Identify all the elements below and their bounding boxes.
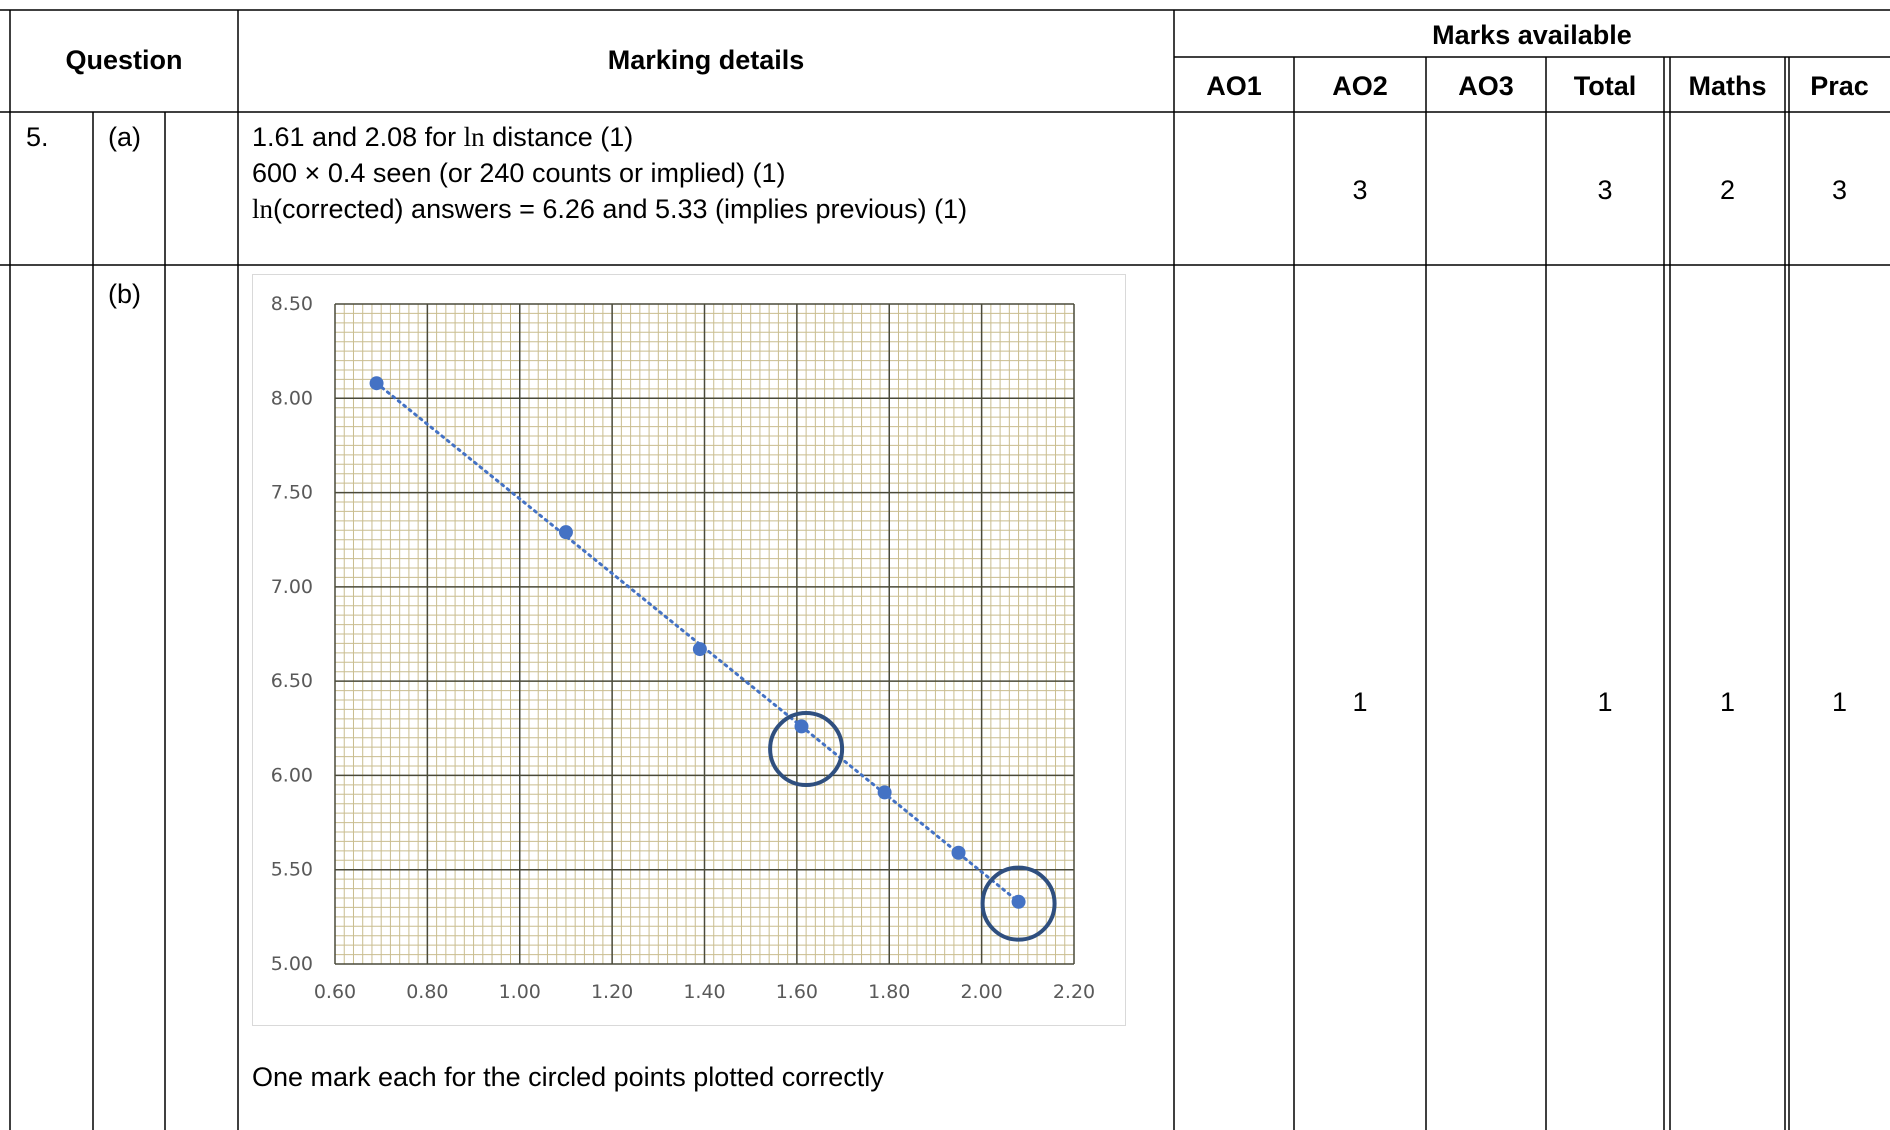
mark-prac-b: 1 <box>1831 687 1848 717</box>
col-prac-header: Prac <box>1810 71 1869 101</box>
y-tick-label: 5.50 <box>271 859 313 881</box>
data-point <box>951 845 966 860</box>
y-tick-label: 7.00 <box>271 576 313 598</box>
y-tick-label: 5.00 <box>271 953 313 975</box>
y-tick-label: 6.50 <box>271 670 313 692</box>
col-ao1-header: AO1 <box>1206 71 1262 101</box>
question-number: 5. <box>26 122 49 152</box>
data-point <box>692 642 707 657</box>
chart-svg: 0.60 0.80 1.00 1.20 1.40 1.60 1.80 2.00 2.20 5.0… <box>271 293 1095 1003</box>
x-tick-label: 0.60 <box>314 981 356 1003</box>
data-point <box>794 719 809 734</box>
marking-details-header: Marking details <box>607 45 805 75</box>
mark-total-b: 1 <box>1597 687 1613 717</box>
mark-total-a: 3 <box>1597 175 1613 205</box>
mark-ao2-b: 1 <box>1352 687 1368 717</box>
data-point <box>369 376 384 391</box>
data-points <box>369 376 1026 909</box>
col-ao2-header: AO2 <box>1332 71 1388 101</box>
data-point <box>1011 894 1026 909</box>
y-tick-label: 8.00 <box>271 387 313 409</box>
y-axis-ticks: 5.00 5.50 6.00 6.50 7.00 7.50 8.00 8.50 <box>271 293 313 975</box>
col-maths-header: Maths <box>1688 71 1767 101</box>
major-gridlines <box>334 303 1075 965</box>
data-point <box>558 525 573 540</box>
y-tick-label: 6.00 <box>271 764 313 786</box>
marking-line: 1.61 and 2.08 for ln distance (1) <box>252 122 634 152</box>
x-tick-label: 2.00 <box>960 981 1002 1003</box>
question-part-b: (b) <box>108 279 141 309</box>
col-total-header: Total <box>1573 71 1637 101</box>
marking-line: ln(corrected) answers = 6.26 and 5.33 (i… <box>252 194 968 224</box>
circled-point-marker <box>768 711 845 788</box>
question-header: Question <box>65 45 183 75</box>
x-tick-label: 2.20 <box>1053 981 1095 1003</box>
x-tick-label: 1.00 <box>499 981 541 1003</box>
marks-available-header: Marks available <box>1432 20 1632 50</box>
x-tick-label: 0.80 <box>406 981 448 1003</box>
mark-maths-b: 1 <box>1719 687 1736 717</box>
x-tick-label: 1.40 <box>683 981 725 1003</box>
y-tick-label: 8.50 <box>271 293 313 315</box>
question-part-a: (a) <box>108 122 141 152</box>
scatter-chart: 0.60 0.80 1.00 1.20 1.40 1.60 1.80 2.00 2.20 5.0… <box>252 274 1126 1026</box>
marking-details-a: 1.61 and 2.08 for ln distance (1) 600 × … <box>252 119 1162 227</box>
x-tick-label: 1.60 <box>776 981 818 1003</box>
x-tick-label: 1.20 <box>591 981 633 1003</box>
marking-line: 600 × 0.4 seen (or 240 counts or implied… <box>252 158 786 188</box>
data-point <box>877 785 892 800</box>
x-axis-ticks: 0.60 0.80 1.00 1.20 1.40 1.60 1.80 2.00 2.20 <box>314 981 1095 1003</box>
mark-ao2-a: 3 <box>1352 175 1368 205</box>
col-ao3-header: AO3 <box>1458 71 1514 101</box>
mark-maths-a: 2 <box>1719 175 1736 205</box>
y-tick-label: 7.50 <box>271 482 313 504</box>
circled-point-marker <box>980 865 1057 942</box>
mark-prac-a: 3 <box>1831 175 1848 205</box>
x-tick-label: 1.80 <box>868 981 910 1003</box>
marking-details-b-note: One mark each for the circled points plo… <box>252 1062 884 1092</box>
circled-points <box>768 711 1057 942</box>
